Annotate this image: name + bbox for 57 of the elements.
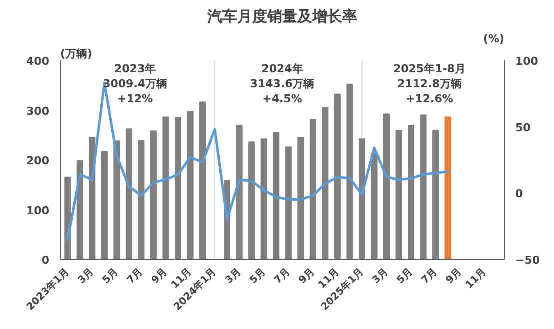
x-tick-label: 9月 <box>444 266 464 286</box>
bar <box>408 125 415 260</box>
y-tick-label: 200 <box>26 154 50 168</box>
x-tick-label: 9月 <box>297 266 318 286</box>
bar <box>236 125 243 260</box>
y2-tick-label: 100 <box>516 55 539 68</box>
x-tick-label: 9月 <box>150 266 170 286</box>
bar <box>200 102 206 260</box>
chart-title: 汽车月度销量及增长率 <box>206 8 358 26</box>
x-tick-label: 5月 <box>101 266 121 286</box>
bar <box>248 142 256 260</box>
bar <box>396 130 402 260</box>
x-tick-label: 7月 <box>420 266 440 286</box>
y-tick-label: 300 <box>26 104 50 118</box>
bar <box>273 132 280 260</box>
bar <box>298 137 304 260</box>
bar <box>138 140 145 260</box>
bar <box>383 114 390 260</box>
bar <box>162 116 170 260</box>
bar <box>150 130 157 260</box>
x-tick-label: 5月 <box>395 266 416 286</box>
bar <box>89 137 96 260</box>
y2-tick-label: 0 <box>516 188 524 201</box>
bar <box>334 94 341 260</box>
x-tick-label: 7月 <box>272 266 293 286</box>
annotation: 2024年 3143.6万辆 +4.5% <box>250 62 315 106</box>
bar <box>346 84 354 260</box>
y-tick-label: 400 <box>26 55 50 68</box>
x-tick-label: 3月 <box>370 266 391 286</box>
annotation: 2025年1-8月 2112.8万辆 +12.6% <box>393 62 466 106</box>
bar <box>285 146 292 260</box>
bar <box>187 111 194 260</box>
bar <box>101 152 108 260</box>
bar <box>260 138 268 260</box>
bar <box>76 160 84 260</box>
bar <box>432 130 440 260</box>
bar <box>420 114 427 260</box>
x-tick-label: 7月 <box>126 266 146 286</box>
y-tick-label: 100 <box>26 204 50 218</box>
bar <box>371 153 378 260</box>
bar <box>64 176 72 260</box>
x-tick-label: 3月 <box>224 266 244 286</box>
y-tick-label: 0 <box>42 254 50 267</box>
bar <box>174 117 182 260</box>
bar <box>114 140 120 260</box>
y2-tick-label: −50 <box>516 254 540 267</box>
y2-axis-title: (%) <box>483 32 504 46</box>
x-tick-label: 3月 <box>76 266 96 286</box>
y-axis-title: (万辆) <box>60 48 93 60</box>
bar <box>444 116 452 260</box>
y2-tick-label: 50 <box>516 121 532 134</box>
bar <box>358 138 366 260</box>
x-tick-label: 5月 <box>248 266 268 286</box>
x-tick-label: 11月 <box>464 266 489 292</box>
bar <box>126 128 132 260</box>
bar <box>322 107 329 260</box>
bar <box>310 119 316 260</box>
